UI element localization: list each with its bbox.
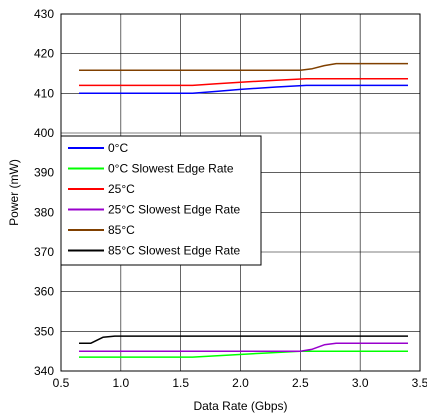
y-tick-labels: 340 350 360 370 380 390 400 410 420 430 — [34, 7, 54, 378]
legend-entry: 0°C — [108, 141, 128, 155]
x-axis-label: Data Rate (Gbps) — [193, 399, 287, 413]
legend-entry: 85°C Slowest Edge Rate — [108, 244, 241, 258]
y-axis-label: Power (mW) — [7, 159, 21, 226]
series-line-4 — [79, 62, 408, 72]
y-tick-label: 340 — [34, 364, 54, 378]
series-line-5 — [79, 335, 408, 344]
y-tick-label: 370 — [34, 245, 54, 259]
y-tick-label: 350 — [34, 324, 54, 338]
series-line-3 — [79, 342, 408, 352]
legend-entry: 25°C — [108, 182, 135, 196]
x-tick-labels: 0.5 1.0 1.5 2.0 2.5 3.0 3.5 — [53, 376, 427, 390]
y-tick-label: 400 — [34, 126, 54, 140]
y-tick-label: 430 — [34, 7, 54, 21]
y-tick-label: 390 — [34, 166, 54, 180]
x-tick-label: 0.5 — [53, 376, 70, 390]
x-tick-label: 2.0 — [232, 376, 249, 390]
x-tick-label: 3.5 — [412, 376, 427, 390]
x-tick-label: 3.0 — [352, 376, 369, 390]
series-line-0 — [79, 84, 408, 95]
legend-entry: 25°C Slowest Edge Rate — [108, 203, 241, 217]
series-lines — [79, 62, 408, 358]
legend: 0°C 0°C Slowest Edge Rate 25°C 25°C Slowest… — [60, 135, 262, 266]
y-tick-label: 380 — [34, 205, 54, 219]
x-tick-label: 2.5 — [292, 376, 309, 390]
y-tick-label: 360 — [34, 285, 54, 299]
series-line-1 — [79, 350, 408, 358]
y-tick-label: 420 — [34, 47, 54, 61]
y-tick-label: 410 — [34, 86, 54, 100]
x-tick-label: 1.0 — [112, 376, 129, 390]
x-tick-label: 1.5 — [172, 376, 189, 390]
legend-entry: 85°C — [108, 223, 135, 237]
legend-box — [60, 135, 262, 266]
legend-entry: 0°C Slowest Edge Rate — [108, 162, 234, 176]
series-line-2 — [79, 77, 408, 87]
